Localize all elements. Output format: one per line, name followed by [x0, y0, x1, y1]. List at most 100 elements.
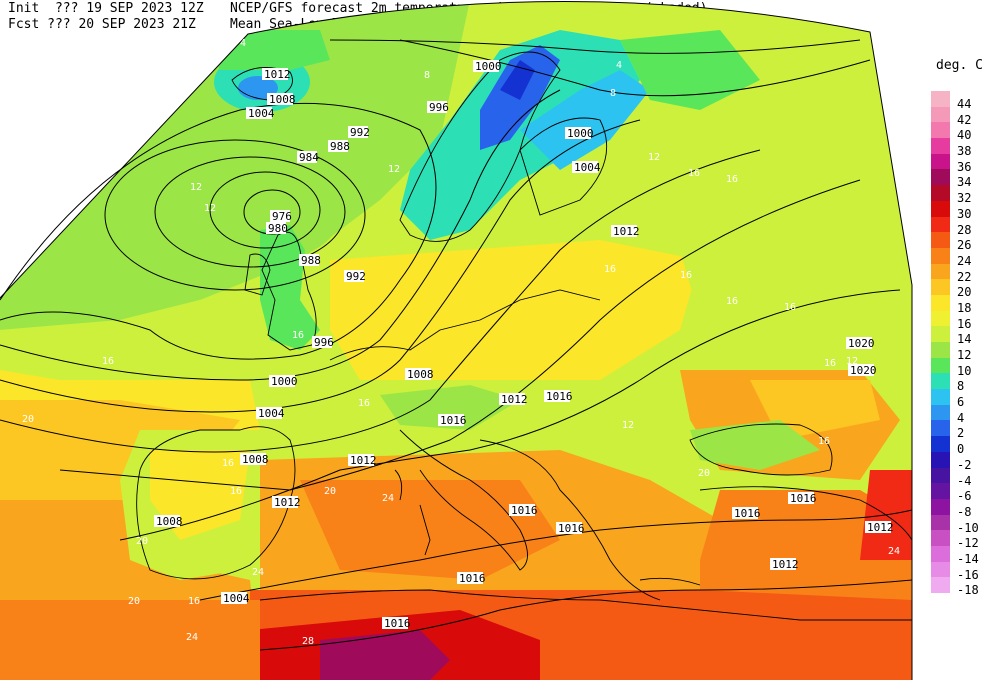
temp-label: 20: [128, 596, 140, 607]
legend-swatch: [931, 279, 950, 295]
legend-swatch: [931, 530, 950, 546]
isobar-label: 1016: [457, 572, 486, 585]
legend-swatch: [931, 263, 950, 280]
svg-text:1012: 1012: [274, 496, 301, 509]
isobar-label: 992: [344, 270, 366, 283]
legend-swatch: [931, 436, 950, 452]
legend-label: 20: [957, 285, 972, 300]
svg-text:1004: 1004: [258, 407, 285, 420]
legend-label: 40: [957, 128, 972, 143]
legend-entry: -4: [931, 467, 991, 487]
temp-label: 12: [204, 203, 216, 214]
temp-label: 4: [616, 60, 622, 71]
isobar-label: 1008: [240, 453, 269, 466]
isobar-label: 1016: [732, 507, 761, 520]
legend-entry: 40: [931, 122, 991, 143]
svg-text:1016: 1016: [546, 390, 573, 403]
legend-label: 26: [957, 238, 972, 253]
temp-label: 12: [846, 356, 858, 367]
temp-label: 16: [818, 436, 830, 447]
temp-label: 16: [688, 168, 700, 179]
svg-text:996: 996: [314, 336, 334, 349]
isobar-label: 1008: [154, 515, 183, 528]
isobar-label: 1000: [269, 375, 298, 388]
temp-label: 20: [136, 536, 148, 547]
temp-label: 16: [680, 270, 692, 281]
svg-text:1008: 1008: [269, 93, 296, 106]
temp-label: 28: [302, 636, 314, 647]
legend-label: 14: [957, 332, 972, 347]
isobar-label: 1004: [221, 592, 250, 605]
legend-entry: 10: [931, 357, 991, 377]
isobar-labels: 1012 1008 1004 1000 996 992 988 984 976 …: [154, 60, 894, 630]
legend-label: -8: [957, 504, 972, 519]
legend-entry: 6: [931, 389, 991, 408]
init-label: Init ??? 19 SEP 2023 12Z: [8, 1, 204, 16]
legend-swatch: [931, 326, 950, 342]
isobar-label: 988: [328, 140, 350, 153]
temp-label: 4: [240, 38, 246, 49]
temp-label: 12: [388, 164, 400, 175]
isobar-label: 1020: [848, 364, 877, 377]
temp-label: 20: [324, 486, 336, 497]
svg-text:988: 988: [330, 140, 350, 153]
svg-text:1004: 1004: [574, 161, 601, 174]
legend-swatch: [931, 106, 950, 123]
legend-swatch: [931, 514, 950, 531]
legend-entry: 8: [931, 373, 991, 394]
temp-label: 16: [824, 358, 836, 369]
svg-text:1020: 1020: [848, 337, 875, 350]
temp-label: 16: [358, 398, 370, 409]
legend-label: 0: [957, 442, 965, 457]
svg-text:992: 992: [346, 270, 366, 283]
temp-label: 8: [424, 70, 430, 81]
legend-entry: 16: [931, 310, 991, 330]
isobar-label: 1000: [473, 60, 502, 73]
isobar-label: 1016: [556, 522, 585, 535]
legend-entry: -8: [931, 498, 991, 519]
legend-label: 34: [957, 175, 972, 190]
temp-label: 24: [252, 567, 264, 578]
svg-text:1016: 1016: [558, 522, 585, 535]
legend-entry: 34: [931, 169, 991, 190]
svg-text:1000: 1000: [271, 375, 298, 388]
legend-label: 44: [957, 97, 972, 111]
legend-entry: 38: [931, 138, 991, 157]
svg-text:996: 996: [429, 101, 449, 114]
temp-label: 24: [888, 546, 900, 557]
temp-label: 16: [604, 264, 616, 275]
legend-entry: 26: [931, 232, 991, 253]
isobar-label: 1004: [246, 107, 275, 120]
legend-swatch: [931, 216, 950, 233]
legend-swatch: [931, 404, 950, 421]
legend-swatch: [931, 294, 950, 311]
isobar-label: 1012: [499, 393, 528, 406]
temperature-labels: 4 8 12 12 12 16 20 20 24 24 28 16 16 16 …: [22, 38, 900, 647]
isobar-label: 1008: [267, 93, 296, 106]
temp-label: 24: [186, 632, 198, 643]
legend-entry: 18: [931, 294, 991, 314]
isobar-label: 976: [270, 210, 292, 223]
legend-label: 4: [957, 410, 965, 425]
legend-swatch: [931, 153, 950, 170]
legend-entry: 4: [931, 404, 991, 425]
legend-label: 8: [957, 379, 965, 394]
legend-entry: 0: [931, 436, 991, 457]
legend-swatch: [931, 561, 950, 578]
legend-label: -6: [957, 489, 972, 504]
legend-swatch: [931, 545, 950, 562]
svg-text:1016: 1016: [511, 504, 538, 517]
isobar-label: 992: [348, 126, 370, 139]
svg-text:992: 992: [350, 126, 370, 139]
legend-swatch: [931, 373, 950, 390]
svg-text:988: 988: [301, 254, 321, 267]
svg-text:1008: 1008: [242, 453, 269, 466]
legend-entry: 36: [931, 153, 991, 173]
isobar-label: 1012: [272, 496, 301, 509]
legend-swatch: [931, 122, 950, 139]
legend-swatch: [931, 169, 950, 186]
isobar-label: 996: [312, 336, 334, 349]
legend-label: 24: [957, 253, 972, 268]
legend-label: -12: [957, 536, 979, 551]
